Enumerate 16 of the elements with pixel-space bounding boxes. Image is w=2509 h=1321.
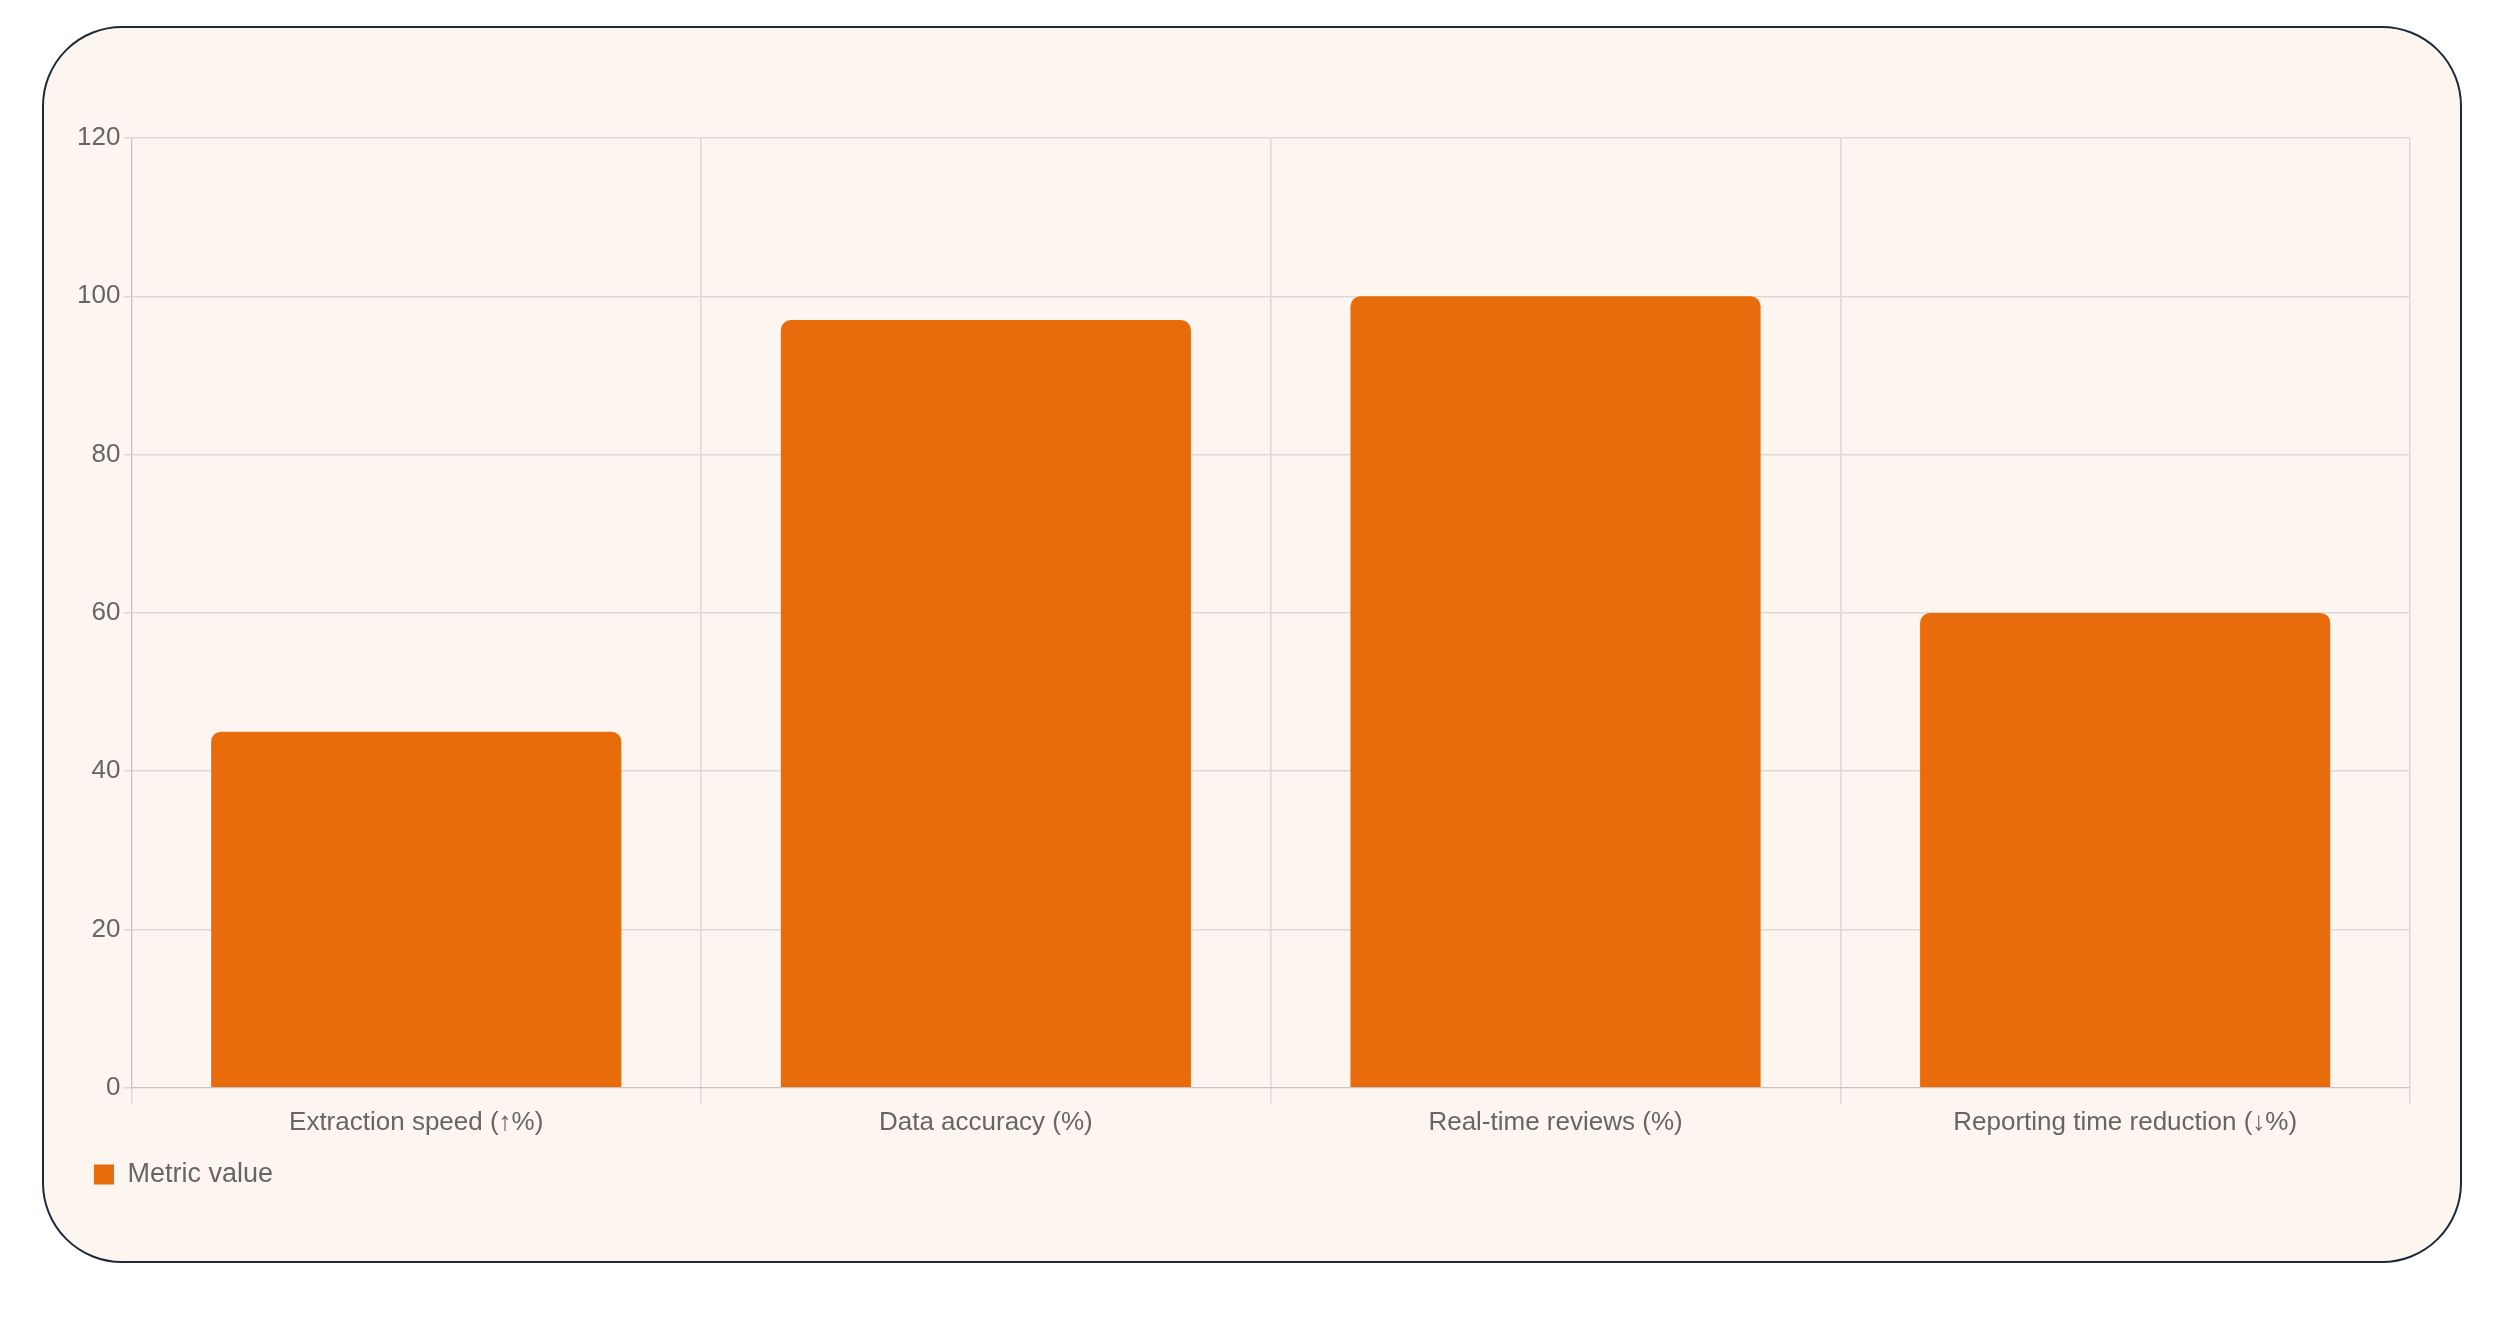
- y-tick-label: 100: [76, 279, 121, 310]
- bar: [1350, 296, 1761, 1088]
- x-tick-label: Extraction speed (↑%): [289, 1105, 544, 1136]
- y-tick-label: 60: [91, 596, 121, 627]
- legend-label: Metric value: [127, 1157, 274, 1188]
- bar: [780, 320, 1191, 1088]
- x-tick-label: Data accuracy (%): [878, 1105, 1093, 1136]
- x-tick-label: Real-time reviews (%): [1428, 1105, 1683, 1136]
- bar: [1920, 612, 2331, 1088]
- y-tick-label: 40: [91, 754, 121, 785]
- y-tick-label: 0: [105, 1070, 121, 1101]
- y-tick-label: 120: [76, 121, 121, 152]
- x-tick-label: Reporting time reduction (↓%): [1953, 1105, 2298, 1136]
- bar: [211, 731, 622, 1088]
- y-tick-label: 80: [91, 437, 121, 468]
- y-tick-label: 20: [91, 912, 121, 943]
